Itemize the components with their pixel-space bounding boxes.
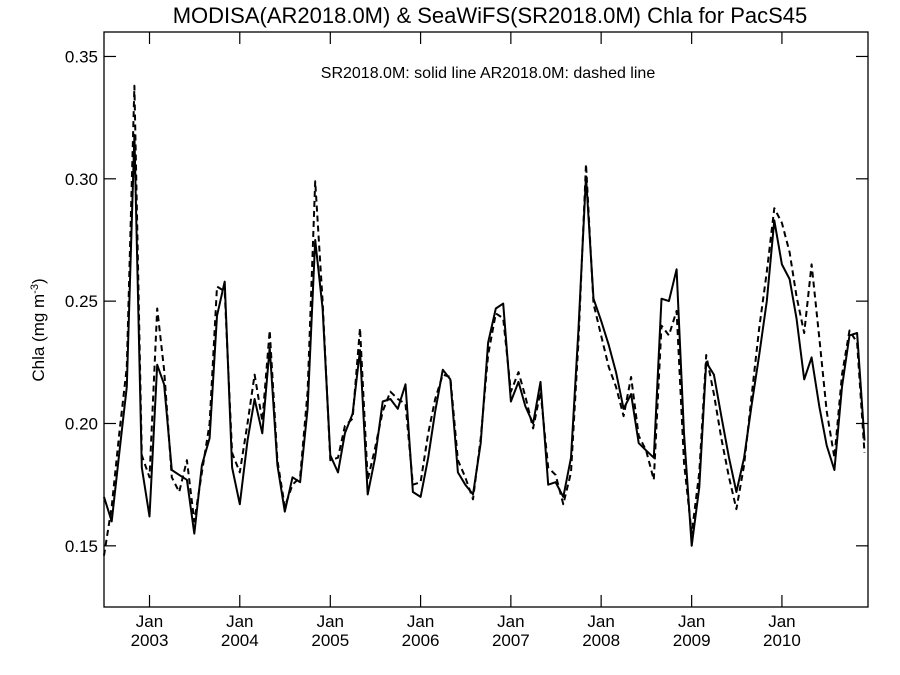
axes: 0.150.200.250.300.35Jan2003Jan2004Jan200… [65,32,868,650]
y-tick-label: 0.20 [65,414,98,433]
x-tick-label-month: Jan [587,612,614,631]
y-tick-label: 0.30 [65,170,98,189]
x-tick-label-year: 2010 [763,631,801,650]
line-style-note: SR2018.0M: solid line AR2018.0M: dashed … [321,65,656,82]
x-tick-label-month: Jan [678,612,705,631]
y-axis-label-superscript: -3 [29,284,41,294]
x-tick-label-year: 2006 [402,631,440,650]
series-line-ar2018-0m [103,84,866,556]
y-tick-label: 0.35 [65,47,98,66]
y-axis-label: Chla (mg m-3) [29,278,48,381]
x-tick-label-month: Jan [768,612,795,631]
x-tick-label-month: Jan [497,612,524,631]
x-tick-label-month: Jan [226,612,253,631]
x-tick-label-year: 2005 [311,631,349,650]
y-tick-label: 0.25 [65,292,98,311]
x-tick-label-year: 2003 [131,631,169,650]
series-line-sr2018-0m [103,133,866,547]
chart-title: MODISA(AR2018.0M) & SeaWiFS(SR2018.0M) C… [173,3,808,28]
x-tick-label-year: 2009 [673,631,711,650]
x-tick-label-month: Jan [317,612,344,631]
x-tick-label-year: 2004 [221,631,259,650]
x-tick-label-month: Jan [136,612,163,631]
series-layer [103,84,866,556]
x-tick-label-year: 2007 [492,631,530,650]
y-axis-label-main: Chla (mg m [29,294,48,382]
y-tick-label: 0.15 [65,537,98,556]
y-axis-label-suffix: ) [29,278,48,284]
x-tick-label-year: 2008 [582,631,620,650]
x-tick-label-month: Jan [407,612,434,631]
plot-frame [103,31,869,608]
